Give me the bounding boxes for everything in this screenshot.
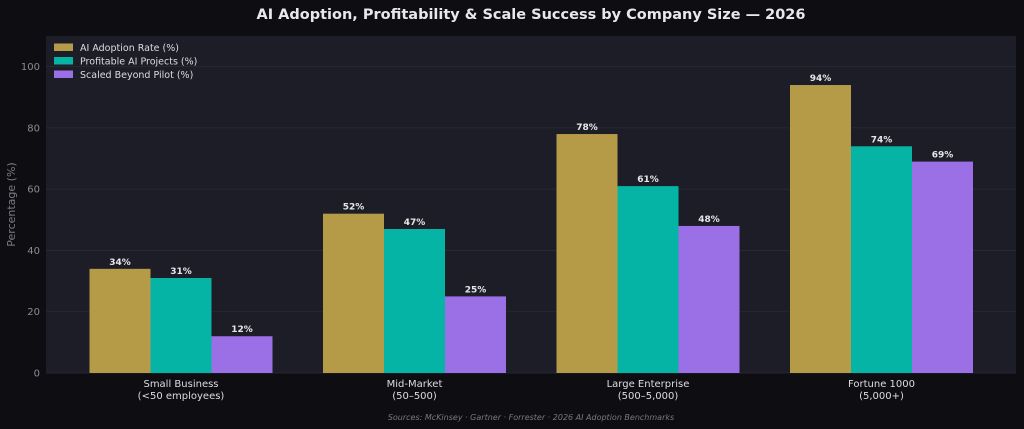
y-tick-label: 80 <box>27 123 40 134</box>
bar <box>89 268 151 373</box>
x-tick-label: (500–5,000) <box>618 391 679 402</box>
legend: AI Adoption Rate (%) Profitable AI Projec… <box>54 43 197 81</box>
data-label: 74% <box>871 135 893 145</box>
bar <box>851 146 912 373</box>
y-tick-label: 40 <box>27 246 40 257</box>
bar <box>211 336 273 373</box>
data-label: 48% <box>698 215 720 225</box>
legend-label: AI Adoption Rate (%) <box>80 43 179 54</box>
legend-swatch <box>54 43 73 51</box>
y-axis-ticks: 0 20 40 60 80 100 <box>21 62 40 379</box>
x-tick-label: Small Business <box>143 379 218 390</box>
legend-label: Scaled Beyond Pilot (%) <box>80 70 193 81</box>
x-tick-label: (5,000+) <box>859 391 904 402</box>
data-label: 61% <box>637 175 659 185</box>
data-label: 12% <box>231 325 253 335</box>
x-tick-label: Large Enterprise <box>607 379 690 390</box>
data-label: 78% <box>576 123 598 133</box>
data-label: 52% <box>343 203 365 213</box>
y-tick-label: 20 <box>27 307 40 318</box>
data-label: 31% <box>170 267 192 277</box>
data-label: 47% <box>404 218 426 228</box>
x-tick-label: Mid-Market <box>387 379 443 390</box>
x-tick-label: (50–500) <box>392 391 437 402</box>
x-axis-ticks: Small Business(<50 employees)Mid-Market(… <box>138 379 915 402</box>
bars <box>89 85 973 373</box>
source-note: Sources: McKinsey · Gartner · Forrester … <box>388 413 674 422</box>
chart-title: AI Adoption, Profitability & Scale Succe… <box>257 7 806 23</box>
bar <box>384 229 445 373</box>
x-tick-label: Fortune 1000 <box>848 379 915 390</box>
y-axis-label: Percentage (%) <box>5 162 18 246</box>
bar <box>445 296 506 373</box>
data-labels: 34% 31% 12% 52% 47% 25% 78% 61% 48% 94% 74% 69% <box>109 74 953 335</box>
y-tick-label: 60 <box>27 185 40 196</box>
bar <box>556 134 618 373</box>
bar <box>617 186 679 373</box>
y-tick-label: 100 <box>21 62 40 73</box>
legend-swatch <box>54 57 73 65</box>
data-label: 34% <box>109 258 131 268</box>
bar <box>678 225 740 373</box>
data-label: 94% <box>810 74 832 84</box>
bar <box>150 278 212 373</box>
y-tick-label: 0 <box>34 369 40 380</box>
data-label: 25% <box>465 285 487 295</box>
bar <box>323 213 384 373</box>
x-tick-label: (<50 employees) <box>138 391 225 402</box>
bar <box>912 161 973 373</box>
bar <box>790 85 851 373</box>
data-label: 69% <box>932 151 954 161</box>
legend-swatch <box>54 70 73 78</box>
legend-label: Profitable AI Projects (%) <box>80 57 197 68</box>
